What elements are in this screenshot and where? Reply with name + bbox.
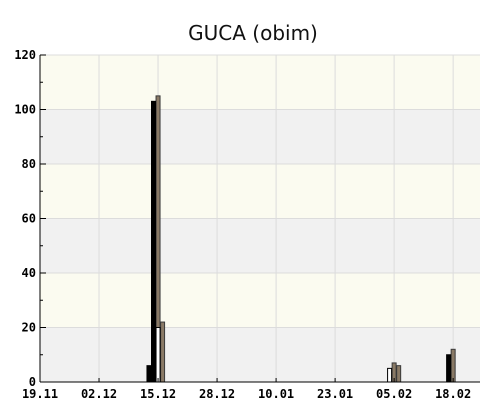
bar-b-16.12 [160, 321, 166, 383]
y-tick-label: 40 [22, 266, 36, 280]
y-tick-label: 0 [29, 375, 36, 389]
x-tick-label: 02.12 [81, 387, 117, 401]
bar-b-18.02 [450, 348, 456, 383]
x-tick-label: 23.01 [317, 387, 353, 401]
x-tick-label: 18.02 [435, 387, 471, 401]
y-tick-labels: 0 20 40 60 80 100 120 [14, 48, 36, 389]
y-tick-label: 120 [14, 48, 36, 62]
y-tick-label: 80 [22, 157, 36, 171]
bar-a-17.02 [446, 354, 452, 383]
x-tick-label: 28.12 [199, 387, 235, 401]
bar-a-13.12 [146, 365, 152, 383]
y-tick-label: 20 [22, 321, 36, 335]
plot-band [40, 327, 480, 382]
bar-b-06.02 [396, 365, 402, 383]
x-tick-labels: 19.11 02.12 15.12 28.12 10.01 23.01 05.02 18.02 [22, 387, 471, 401]
x-tick-label: 15.12 [140, 387, 176, 401]
axes [39, 54, 480, 383]
plot-band [40, 218, 480, 273]
y-tick-label: 100 [14, 103, 36, 117]
bar-a-14.12 [151, 100, 157, 383]
bar-c-15.12 [155, 327, 161, 383]
plot-band [40, 109, 480, 164]
bar-c-04.02 [387, 367, 393, 383]
x-tick-label: 19.11 [22, 387, 58, 401]
x-tick-label: 10.01 [258, 387, 294, 401]
chart-title: GUCA (obim) [188, 21, 318, 45]
x-tick-label: 05.02 [376, 387, 412, 401]
y-tick-label: 60 [22, 212, 36, 226]
